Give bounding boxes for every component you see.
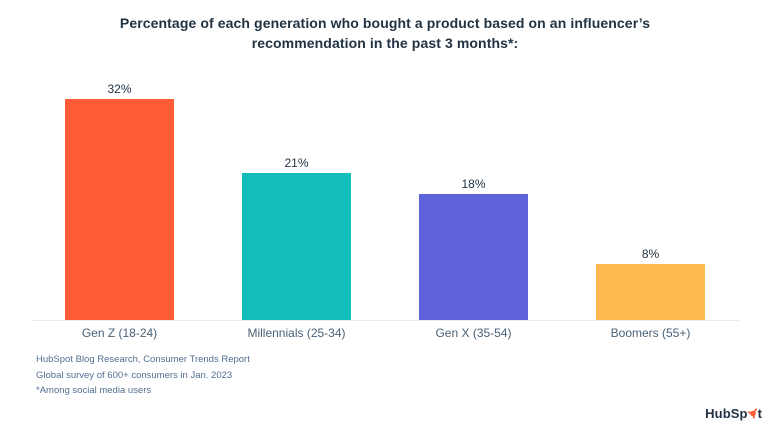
bar-value-label: 32%	[107, 82, 132, 96]
bar-value-label: 21%	[284, 156, 309, 170]
source-line-1: HubSpot Blog Research, Consumer Trends R…	[36, 354, 250, 365]
category-label: Gen Z (18-24)	[81, 326, 158, 340]
hubspot-logo: HubSp t	[705, 406, 762, 421]
source-line-2: Global survey of 600+ consumers in Jan. …	[36, 369, 233, 381]
logo-text-post: t	[757, 406, 762, 421]
bar	[242, 173, 351, 320]
bar-column: 21%	[208, 82, 385, 320]
bar-value-label: 18%	[461, 177, 486, 191]
hubspot-sprocket-icon	[747, 408, 757, 419]
bar	[419, 194, 528, 320]
source-note: HubSpot Blog Research, Consumer Trends R…	[36, 352, 250, 399]
bars-container: 32% 21% 18% 8%	[31, 82, 739, 320]
category-label: Boomers (55+)	[610, 326, 691, 340]
source-line-3: *Among social media users	[36, 385, 152, 396]
bar-column: 32%	[31, 82, 208, 320]
bar	[65, 99, 174, 320]
bar-column: 18%	[385, 82, 562, 320]
logo-text-pre: HubSp	[705, 406, 748, 421]
bar-column: 8%	[562, 82, 739, 320]
category-label: Gen X (35-54)	[435, 326, 512, 340]
chart-title: Percentage of each generation who bought…	[119, 15, 651, 51]
bar-value-label: 8%	[641, 247, 660, 261]
category-labels-row: Gen Z (18-24) Millennials (25-34) Gen X (3…	[31, 326, 739, 340]
x-axis-baseline	[31, 320, 739, 321]
bar	[596, 264, 705, 320]
category-label: Millennials (25-34)	[247, 326, 346, 340]
